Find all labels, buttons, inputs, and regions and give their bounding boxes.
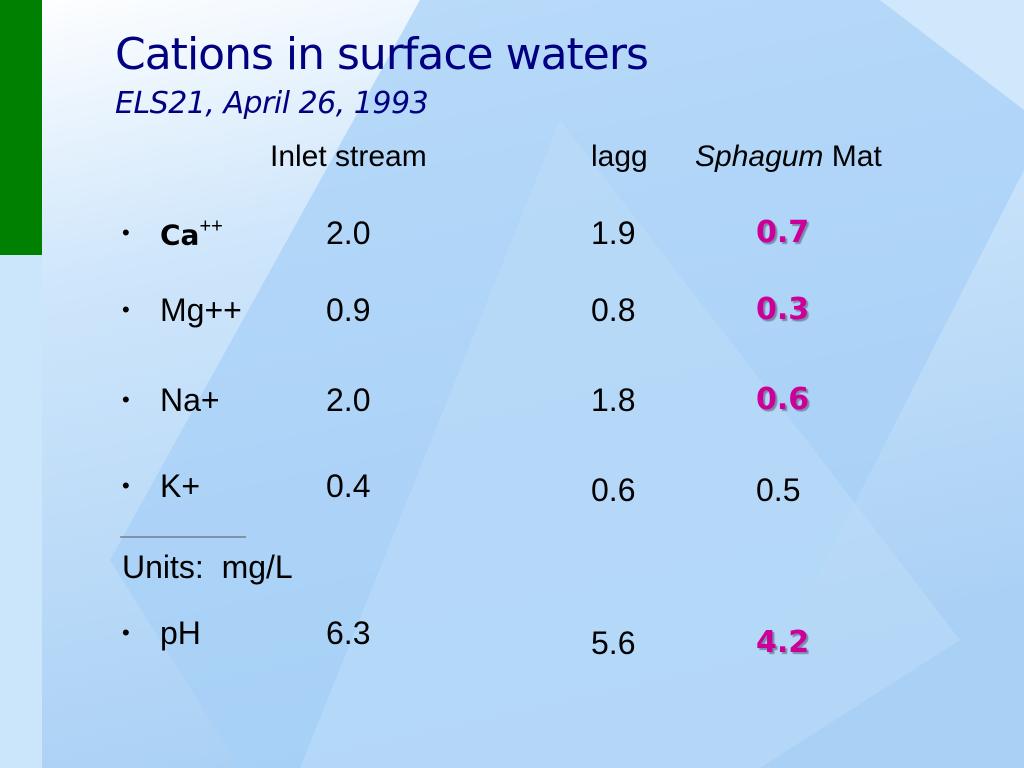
row-label-text: Na+ [160,382,220,418]
bullet: • [122,473,130,498]
column-header: Sphagum Mat [695,142,882,172]
row-label: Mg++ [160,294,242,326]
highlighted-value: 0.7 [756,215,810,250]
column-header: lagg [591,140,648,173]
highlighted-value: 4.2 [756,625,810,660]
highlighted-value: 0.3 [756,292,810,327]
value: 2.0 [326,382,371,418]
subtitle: ELS21, April 26, 1993 [115,86,429,121]
column-header: Inlet stream [270,140,427,173]
value: 1.9 [591,215,636,251]
column-header-rest: Mat [831,140,882,173]
value: 5.6 [591,625,636,661]
highlighted-value: 0.6 [756,382,810,417]
row-label-text: pH [160,615,201,651]
column-header-italic: Sphagum [695,140,824,173]
value: 0.6 [591,472,636,508]
value: 0.8 [591,292,636,328]
value: 0.9 [326,292,371,328]
row-label: K+ [160,470,200,502]
units: Units: mg/L [122,549,293,585]
bullet: • [122,220,130,245]
row-label: Ca++ [160,217,223,250]
row-label: Na+ [160,384,220,416]
value: 2.0 [326,215,371,251]
row-label: pH [160,617,201,649]
value: 0.5 [756,472,801,508]
bullet: • [122,620,130,645]
bullet: • [122,297,130,322]
value: 1.8 [591,382,636,418]
bullet: • [122,387,130,412]
row-label-main: Ca [160,218,200,252]
value: 0.4 [326,468,371,504]
title: Cations in surface waters [115,29,649,80]
row-label-text: K+ [160,468,201,504]
row-label-text: Mg++ [160,292,242,328]
row-label-sup: ++ [199,215,223,238]
value: 6.3 [326,615,371,651]
